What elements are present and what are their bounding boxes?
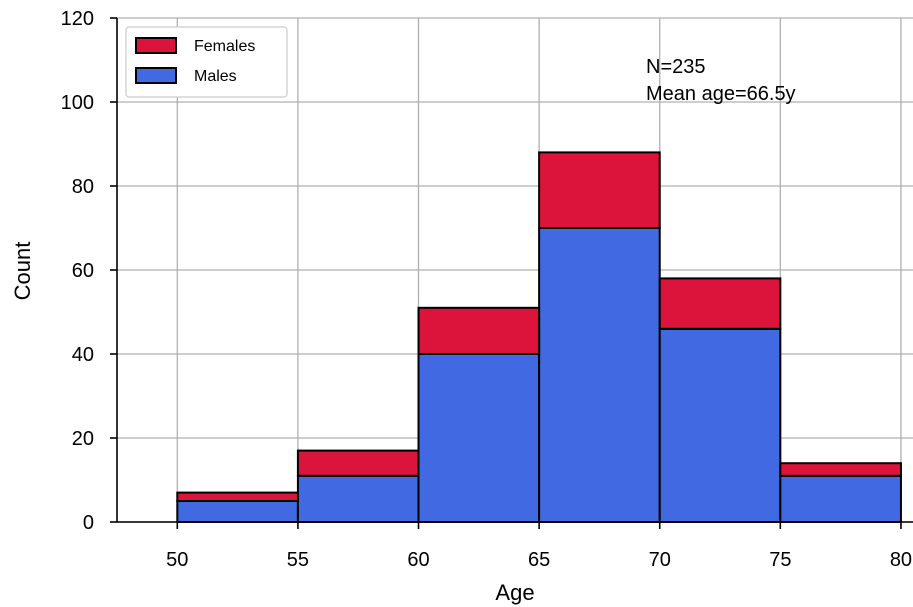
annotation-sample-size: N=235 bbox=[646, 56, 706, 78]
bar-males-50-55 bbox=[176, 500, 299, 523]
tick-labels: 50 55 60 65 70 75 80 0 20 40 60 80 100 120 bbox=[61, 8, 912, 571]
y-tick-label-120: 120 bbox=[61, 8, 94, 30]
x-tick-label-50: 50 bbox=[166, 549, 188, 571]
legend-swatch-males bbox=[135, 67, 177, 84]
bar-females-75-80 bbox=[779, 462, 902, 477]
x-tick-label-65: 65 bbox=[528, 549, 550, 571]
legend-label-females: Females bbox=[194, 38, 255, 55]
y-axis-title: Count bbox=[10, 242, 35, 301]
y-tick-label-20: 20 bbox=[72, 428, 94, 450]
bar-females-60-65 bbox=[417, 306, 541, 355]
axes bbox=[110, 17, 913, 529]
bar-males-70-75 bbox=[658, 327, 782, 523]
bar-males-60-65 bbox=[417, 353, 541, 523]
bars bbox=[176, 151, 902, 523]
bar-males-75-80 bbox=[779, 474, 902, 523]
legend-swatch-females bbox=[135, 37, 177, 54]
bar-males-55-60 bbox=[296, 474, 420, 523]
bar-females-70-75 bbox=[658, 277, 782, 330]
bar-males-65-70 bbox=[538, 227, 661, 523]
y-tick-label-60: 60 bbox=[72, 260, 94, 282]
y-tick-label-40: 40 bbox=[72, 344, 94, 366]
annotation-mean-age: Mean age=66.5y bbox=[646, 83, 796, 105]
bar-females-50-55 bbox=[176, 491, 299, 503]
y-tick-label-0: 0 bbox=[83, 512, 94, 534]
legend: Females Males bbox=[125, 26, 288, 98]
x-tick-label-70: 70 bbox=[649, 549, 671, 571]
y-tick-label-100: 100 bbox=[61, 92, 94, 114]
x-tick-label-80: 80 bbox=[890, 549, 912, 571]
y-tick-label-80: 80 bbox=[72, 176, 94, 198]
x-axis-title: Age bbox=[495, 580, 534, 605]
x-tick-label-60: 60 bbox=[407, 549, 429, 571]
x-tick-label-75: 75 bbox=[769, 549, 791, 571]
legend-label-males: Males bbox=[194, 68, 237, 85]
bar-females-65-70 bbox=[538, 151, 661, 229]
x-tick-label-55: 55 bbox=[287, 549, 309, 571]
bar-females-55-60 bbox=[296, 449, 420, 477]
